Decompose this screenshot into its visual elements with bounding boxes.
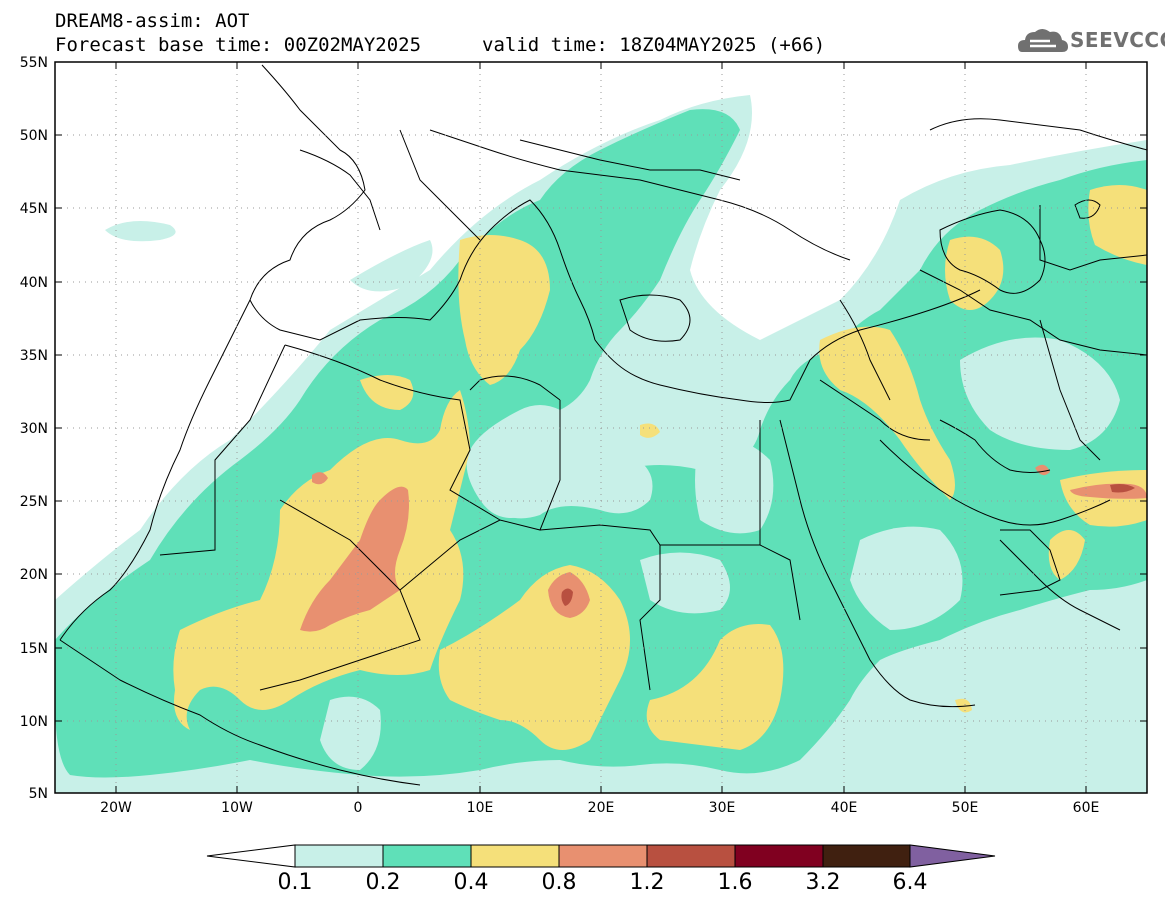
colorbar-label: 0.1 bbox=[277, 870, 313, 895]
seevccc-logo-text: SEEVCCC bbox=[1070, 28, 1165, 52]
colorbar-high-arrow bbox=[909, 844, 996, 868]
forecast-base-time: Forecast base time: 00Z02MAY2025 bbox=[55, 34, 422, 56]
lat-label: 30N bbox=[20, 421, 48, 437]
lat-label: 55N bbox=[20, 55, 48, 71]
lon-label: 10W bbox=[221, 800, 253, 816]
colorbar-label: 0.2 bbox=[365, 870, 401, 895]
coastlines bbox=[59, 64, 1147, 786]
lon-label: 20E bbox=[588, 800, 615, 816]
lat-label: 40N bbox=[20, 275, 48, 291]
valid-time: valid time: 18Z04MAY2025 (+66) bbox=[482, 34, 826, 56]
colorbar-low-arrow bbox=[206, 844, 296, 868]
colorbar-label: 0.8 bbox=[541, 870, 577, 895]
colorbar-label: 0.4 bbox=[453, 870, 489, 895]
lat-label: 45N bbox=[20, 201, 48, 217]
longitude-labels: 20W 10W 0 10E 20E 30E 40E 50E 60E bbox=[100, 800, 1099, 816]
colorbar-label: 6.4 bbox=[892, 870, 928, 895]
colorbar-segment bbox=[646, 844, 736, 868]
colorbar-segment bbox=[294, 844, 384, 868]
lon-label: 50E bbox=[952, 800, 979, 816]
colorbar-segment bbox=[734, 844, 824, 868]
colorbar-segment bbox=[382, 844, 472, 868]
lat-label: 5N bbox=[29, 786, 48, 802]
colorbar bbox=[206, 844, 996, 868]
lon-label: 40E bbox=[831, 800, 858, 816]
colorbar-segment bbox=[822, 844, 911, 868]
colorbar-segment bbox=[470, 844, 560, 868]
lon-label: 20W bbox=[100, 800, 132, 816]
gridlines bbox=[55, 62, 1147, 793]
aot-band-0.4-0.8 bbox=[173, 390, 471, 730]
axis-ticks bbox=[55, 61, 1147, 794]
colorbar-label: 1.2 bbox=[629, 870, 665, 895]
lat-label: 35N bbox=[20, 348, 48, 364]
colorbar-segment bbox=[558, 844, 648, 868]
lat-label: 10N bbox=[20, 714, 48, 730]
colorbar-label: 1.6 bbox=[717, 870, 753, 895]
latitude-labels: 5N 10N 15N 20N 25N 30N 35N 40N 45N 50N 5… bbox=[20, 55, 48, 802]
aot-band-1.2-1.6 bbox=[561, 588, 573, 606]
lon-label: 60E bbox=[1073, 800, 1100, 816]
lon-label: 10E bbox=[467, 800, 494, 816]
lat-label: 25N bbox=[20, 494, 48, 510]
aot-band-0.8-1.2 bbox=[300, 486, 409, 632]
lat-label: 15N bbox=[20, 641, 48, 657]
lat-label: 50N bbox=[20, 128, 48, 144]
lat-label: 20N bbox=[20, 567, 48, 583]
lon-label: 0 bbox=[354, 800, 363, 816]
colorbar-label: 3.2 bbox=[805, 870, 841, 895]
cloud-icon bbox=[1018, 29, 1068, 52]
map-title: DREAM8-assim: AOT bbox=[55, 10, 250, 32]
lon-label: 30E bbox=[709, 800, 736, 816]
